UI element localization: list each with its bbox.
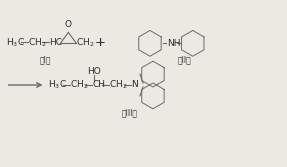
Text: H$_3$C: H$_3$C (49, 79, 67, 91)
Text: O: O (65, 20, 72, 29)
Text: CH: CH (92, 80, 105, 90)
Text: （III）: （III） (122, 108, 138, 117)
Text: H$_3$C: H$_3$C (6, 36, 25, 49)
Text: （II）: （II） (178, 56, 192, 65)
Text: （I）: （I） (40, 56, 51, 65)
Text: HO: HO (87, 67, 101, 76)
Text: CH$_2$: CH$_2$ (76, 36, 95, 49)
Text: N: N (131, 80, 138, 90)
Text: CH$_2$: CH$_2$ (70, 79, 89, 91)
Text: +: + (95, 36, 106, 49)
Text: CH$_2$: CH$_2$ (28, 36, 46, 49)
Text: CH$_2$: CH$_2$ (109, 79, 128, 91)
Text: HC: HC (49, 38, 63, 47)
Text: NH: NH (167, 39, 181, 48)
